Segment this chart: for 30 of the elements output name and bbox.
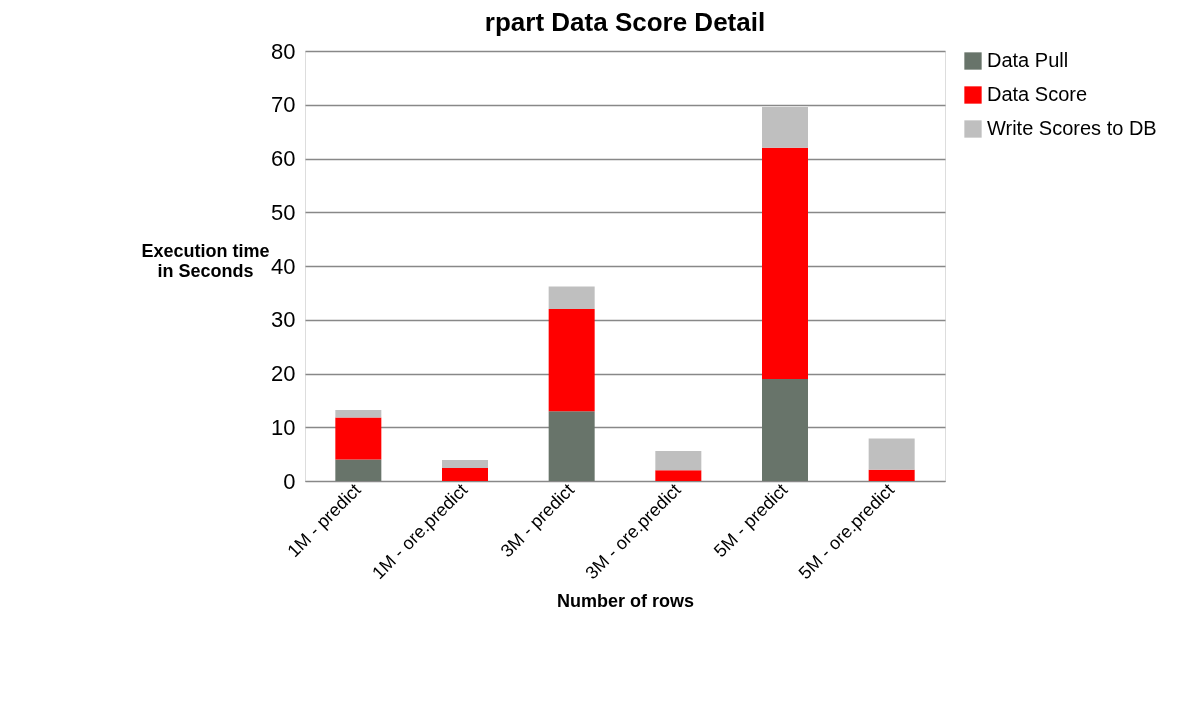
bar — [335, 459, 382, 481]
y-tick-label: 10 — [271, 414, 296, 440]
chart-title: rpart Data Score Detail — [484, 7, 766, 37]
bar — [762, 106, 808, 148]
y-tick-label: 0 — [283, 468, 296, 494]
bar — [655, 470, 702, 481]
legend-label: Data Score — [987, 83, 1088, 105]
bar — [548, 309, 595, 412]
bar — [548, 286, 595, 309]
y-tick-label: 80 — [271, 38, 296, 64]
y-tick-label: 20 — [271, 361, 296, 386]
bar — [762, 378, 808, 481]
y-axis-title: Execution time in Seconds — [141, 240, 270, 281]
bar — [868, 438, 915, 470]
bar — [655, 450, 702, 471]
bar — [548, 411, 595, 481]
x-axis-title: Number of rows — [556, 590, 695, 611]
bar — [762, 147, 808, 379]
y-tick-label: 60 — [271, 146, 296, 171]
legend-label: Write Scores to DB — [987, 117, 1157, 139]
y-tick-label: 50 — [271, 199, 296, 225]
y-tick-label: 70 — [271, 92, 296, 118]
bar — [442, 468, 488, 481]
y-tick-label: 40 — [271, 253, 296, 279]
bar — [335, 417, 382, 460]
bar — [868, 469, 915, 481]
bar — [335, 410, 382, 418]
bar — [442, 460, 488, 469]
legend-label: Data Pull — [987, 49, 1069, 71]
y-tick-label: 30 — [271, 307, 296, 333]
